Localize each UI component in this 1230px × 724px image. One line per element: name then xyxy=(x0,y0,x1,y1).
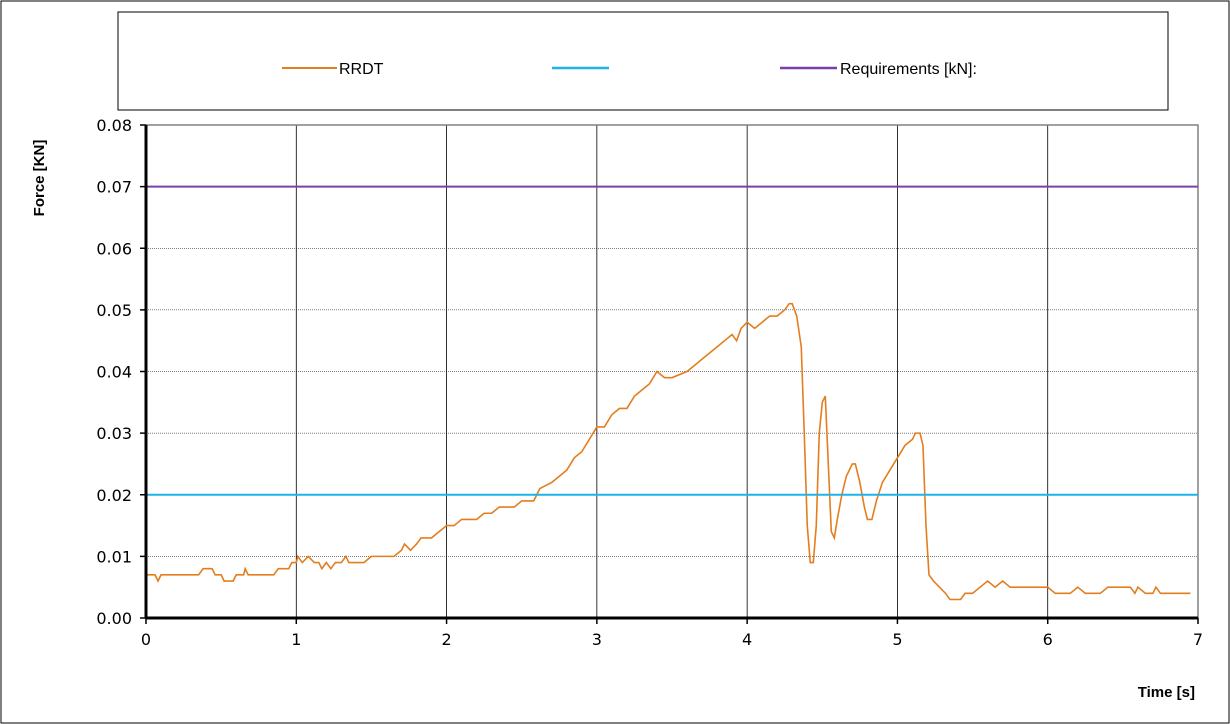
y-tick-label: 0.01 xyxy=(96,547,132,566)
axes: 0 1 2 3 4 5 6 7 0.00 0.01 0.02 0.03 0.04 0.05 0.06 0.07… xyxy=(96,116,1203,649)
x-tick-label: 7 xyxy=(1193,630,1203,649)
y-tick-label: 0.00 xyxy=(96,609,132,628)
x-tick-label: 6 xyxy=(1043,630,1053,649)
series-layer xyxy=(146,185,1198,601)
series-line-rrdt xyxy=(146,302,1191,601)
x-tick-label: 3 xyxy=(592,630,602,649)
y-tick-label: 0.06 xyxy=(96,239,132,258)
y-tick-label: 0.03 xyxy=(96,424,132,443)
y-tick-label: 0.05 xyxy=(96,301,132,320)
legend-label-requirements: Requirements [kN]: xyxy=(840,61,977,78)
x-tick-label: 4 xyxy=(742,630,752,649)
y-axis-title: Force [KN] xyxy=(31,140,48,217)
y-tick-label: 0.07 xyxy=(96,178,132,197)
legend-box xyxy=(117,11,1169,111)
x-tick-label: 2 xyxy=(441,630,451,649)
y-tick-label: 0.04 xyxy=(96,363,132,382)
legend: RRDT Requirements [kN]: xyxy=(117,11,1169,111)
x-tick-label: 0 xyxy=(141,630,151,649)
x-axis-title: Time [s] xyxy=(1138,684,1195,701)
x-tick-label: 5 xyxy=(892,630,902,649)
x-tick-label: 1 xyxy=(291,630,301,649)
y-tick-label: 0.08 xyxy=(96,116,132,135)
legend-label-rrdt: RRDT xyxy=(339,61,384,78)
y-tick-label: 0.02 xyxy=(96,486,132,505)
